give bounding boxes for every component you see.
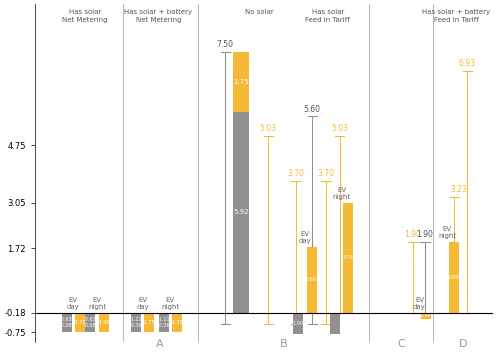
Text: 5.60: 5.60: [304, 104, 321, 114]
Text: 3.23: 3.23: [450, 185, 468, 194]
Text: -1.11
-0.36: -1.11 -0.36: [130, 317, 142, 328]
Bar: [344, 203, 353, 313]
Text: 3.70: 3.70: [318, 169, 334, 178]
Text: 3.70: 3.70: [288, 169, 304, 178]
Bar: [98, 313, 108, 332]
Text: -0.63
-0.08: -0.63 -0.08: [84, 317, 96, 328]
Text: 5.03: 5.03: [332, 124, 348, 133]
Bar: [306, 247, 316, 313]
Text: 3.76: 3.76: [343, 255, 353, 260]
Bar: [144, 313, 154, 332]
Text: B: B: [280, 339, 287, 349]
Bar: [294, 313, 304, 334]
Text: EV
night: EV night: [88, 297, 106, 310]
Text: A: A: [156, 339, 164, 349]
Text: EV
day: EV day: [298, 232, 312, 244]
Text: Has solar + battery
Feed in Tariff: Has solar + battery Feed in Tariff: [422, 9, 490, 23]
Text: Has solar
Net Metering: Has solar Net Metering: [62, 9, 108, 23]
Bar: [330, 313, 340, 334]
Bar: [232, 52, 249, 112]
Text: C: C: [398, 339, 405, 349]
Text: EV
day: EV day: [413, 297, 426, 310]
Text: EV
night: EV night: [161, 297, 180, 310]
Text: -1.75: -1.75: [74, 320, 86, 325]
Text: -1.95: -1.95: [98, 320, 110, 325]
Text: -1.11
-0.36: -1.11 -0.36: [158, 317, 170, 328]
Text: -1.35: -1.35: [170, 320, 183, 325]
Text: EV
day: EV day: [67, 297, 80, 310]
Bar: [62, 313, 72, 332]
Text: D: D: [459, 339, 468, 349]
Bar: [232, 112, 249, 313]
Text: 6.93: 6.93: [458, 59, 475, 68]
Text: 1.75: 1.75: [233, 79, 248, 85]
Bar: [86, 313, 96, 332]
Bar: [75, 313, 85, 332]
Text: No solar: No solar: [245, 9, 274, 15]
Text: EV
night: EV night: [438, 226, 456, 239]
Text: 0.44: 0.44: [420, 313, 432, 319]
Bar: [421, 313, 431, 319]
Text: 0.90: 0.90: [448, 275, 459, 280]
Text: EV
day: EV day: [136, 297, 149, 310]
Bar: [172, 313, 182, 332]
Text: EV
night: EV night: [332, 187, 350, 200]
Text: Has solar
Feed in Tariff: Has solar Feed in Tariff: [306, 9, 350, 23]
Text: 5.03: 5.03: [260, 124, 277, 133]
Text: -0.63
-0.08: -0.63 -0.08: [60, 317, 73, 328]
Text: 1.00: 1.00: [293, 321, 304, 326]
Text: -1.75: -1.75: [143, 320, 156, 325]
Bar: [448, 242, 458, 313]
Bar: [158, 313, 168, 332]
Text: 1.90: 1.90: [404, 230, 421, 239]
Bar: [132, 313, 141, 332]
Text: 0.66: 0.66: [306, 278, 317, 282]
Text: 7.50: 7.50: [217, 40, 234, 49]
Text: 1.90: 1.90: [416, 230, 434, 239]
Text: Has solar + battery
Net Metering: Has solar + battery Net Metering: [124, 9, 192, 23]
Text: 5.92: 5.92: [233, 209, 248, 215]
